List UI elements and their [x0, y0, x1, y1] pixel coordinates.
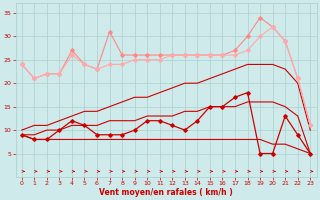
X-axis label: Vent moyen/en rafales ( km/h ): Vent moyen/en rafales ( km/h ): [99, 188, 233, 197]
